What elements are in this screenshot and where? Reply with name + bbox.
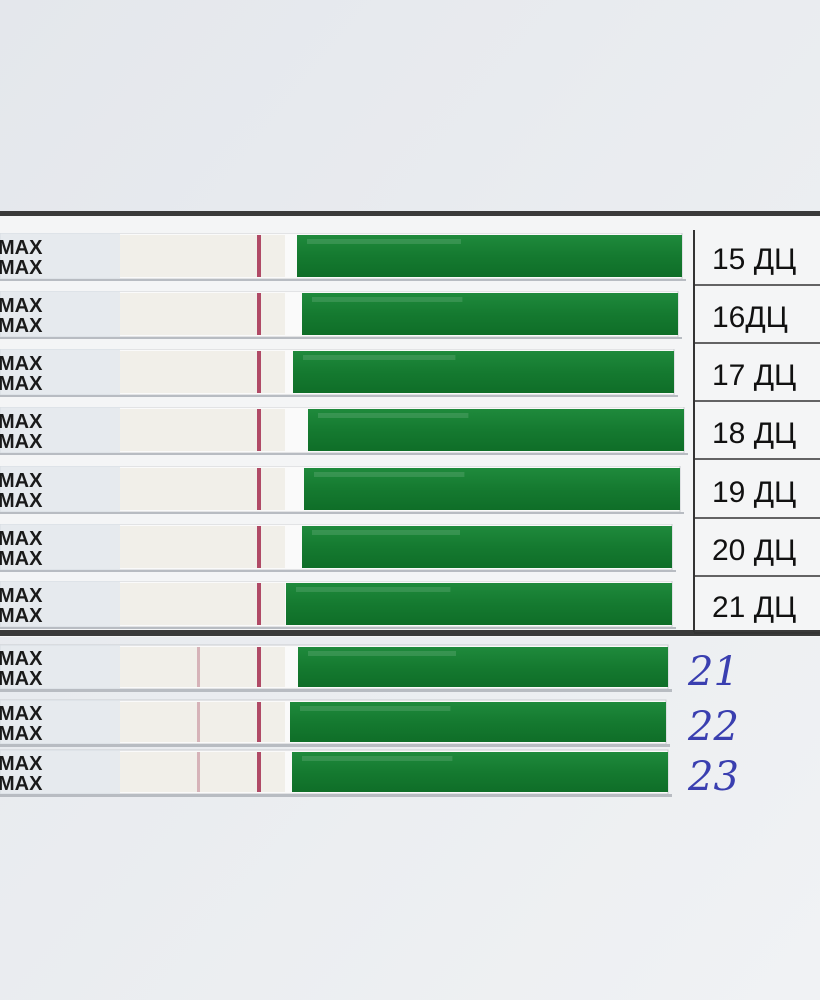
handle-gloss — [307, 239, 461, 244]
day-label: 21 ДЦ — [712, 591, 796, 624]
handle-gloss — [302, 756, 453, 761]
control-line — [257, 351, 261, 393]
strip-brand: MAX — [0, 315, 43, 337]
strip-shade — [0, 233, 120, 279]
control-line — [257, 526, 261, 568]
strip-brand: MAX — [0, 257, 43, 279]
strip-brand: MAX — [0, 237, 43, 259]
strip-shade — [0, 581, 120, 627]
strip-brand: MAX — [0, 295, 43, 317]
strip-brand: MAX — [0, 585, 43, 607]
handle-gloss — [314, 472, 465, 477]
strip-edge — [0, 627, 676, 629]
control-line — [257, 583, 261, 625]
strip-brand: MAX — [0, 773, 43, 795]
strip-handle — [302, 293, 678, 335]
day-label: 20 ДЦ — [712, 534, 796, 567]
strip-brand: MAX — [0, 548, 43, 570]
strip-shade — [0, 291, 120, 337]
handle-gloss — [318, 413, 469, 418]
strip-edge — [0, 794, 672, 797]
strip-brand: MAX — [0, 411, 43, 433]
strip-brand: MAX — [0, 723, 43, 745]
strip-brand: MAX — [0, 753, 43, 775]
handle-gloss — [300, 706, 451, 711]
handle-gloss — [296, 587, 451, 592]
strip-handle — [304, 468, 680, 510]
strip-brand: MAX — [0, 373, 43, 395]
control-line — [257, 235, 261, 277]
strip-shade — [0, 645, 120, 689]
strip-brand: MAX — [0, 490, 43, 512]
strip-handle — [297, 235, 682, 277]
control-line — [257, 702, 261, 742]
handle-gloss — [303, 355, 456, 360]
control-line — [257, 647, 261, 687]
day-label: 18 ДЦ — [712, 417, 796, 450]
handle-gloss — [312, 530, 460, 535]
day-label: 19 ДЦ — [712, 476, 796, 509]
day-label: 16ДЦ — [712, 301, 788, 334]
strip-edge — [0, 279, 686, 281]
strip-brand: MAX — [0, 605, 43, 627]
strip-edge — [0, 453, 688, 455]
strip-handle — [292, 752, 668, 792]
strip-shade — [0, 700, 120, 744]
test-line — [197, 647, 200, 687]
table-bottom-border — [0, 630, 820, 636]
strip-brand: MAX — [0, 528, 43, 550]
control-line — [257, 293, 261, 335]
strip-shade — [0, 466, 120, 512]
strip-brand: MAX — [0, 703, 43, 725]
strip-brand: MAX — [0, 353, 43, 375]
strip-brand: MAX — [0, 470, 43, 492]
day-label: 17 ДЦ — [712, 359, 796, 392]
test-line — [197, 702, 200, 742]
strip-handle — [302, 526, 672, 568]
strip-brand: MAX — [0, 431, 43, 453]
strip-brand: MAX — [0, 648, 43, 670]
handwritten-label: 21 — [687, 649, 739, 695]
strip-handle — [298, 647, 668, 687]
strip-edge — [0, 570, 676, 572]
strip-shade — [0, 524, 120, 570]
day-label: 15 ДЦ — [712, 243, 796, 276]
strip-handle — [290, 702, 666, 742]
strip-edge — [0, 689, 672, 692]
strip-edge — [0, 744, 670, 747]
test-line — [197, 752, 200, 792]
strip-edge — [0, 512, 684, 514]
control-line — [257, 752, 261, 792]
strip-shade — [0, 349, 120, 395]
handle-gloss — [308, 651, 456, 656]
handwritten-label: 23 — [687, 754, 739, 800]
strip-edge — [0, 395, 678, 397]
table-top-border — [0, 211, 820, 216]
strip-handle — [293, 351, 674, 393]
handle-gloss — [312, 297, 463, 302]
strip-handle — [286, 583, 672, 625]
strip-edge — [0, 337, 682, 339]
handwritten-label: 22 — [687, 704, 739, 750]
strip-handle — [308, 409, 684, 451]
control-line — [257, 468, 261, 510]
control-line — [257, 409, 261, 451]
strip-shade — [0, 750, 120, 794]
strip-shade — [0, 407, 120, 453]
strip-brand: MAX — [0, 668, 43, 690]
